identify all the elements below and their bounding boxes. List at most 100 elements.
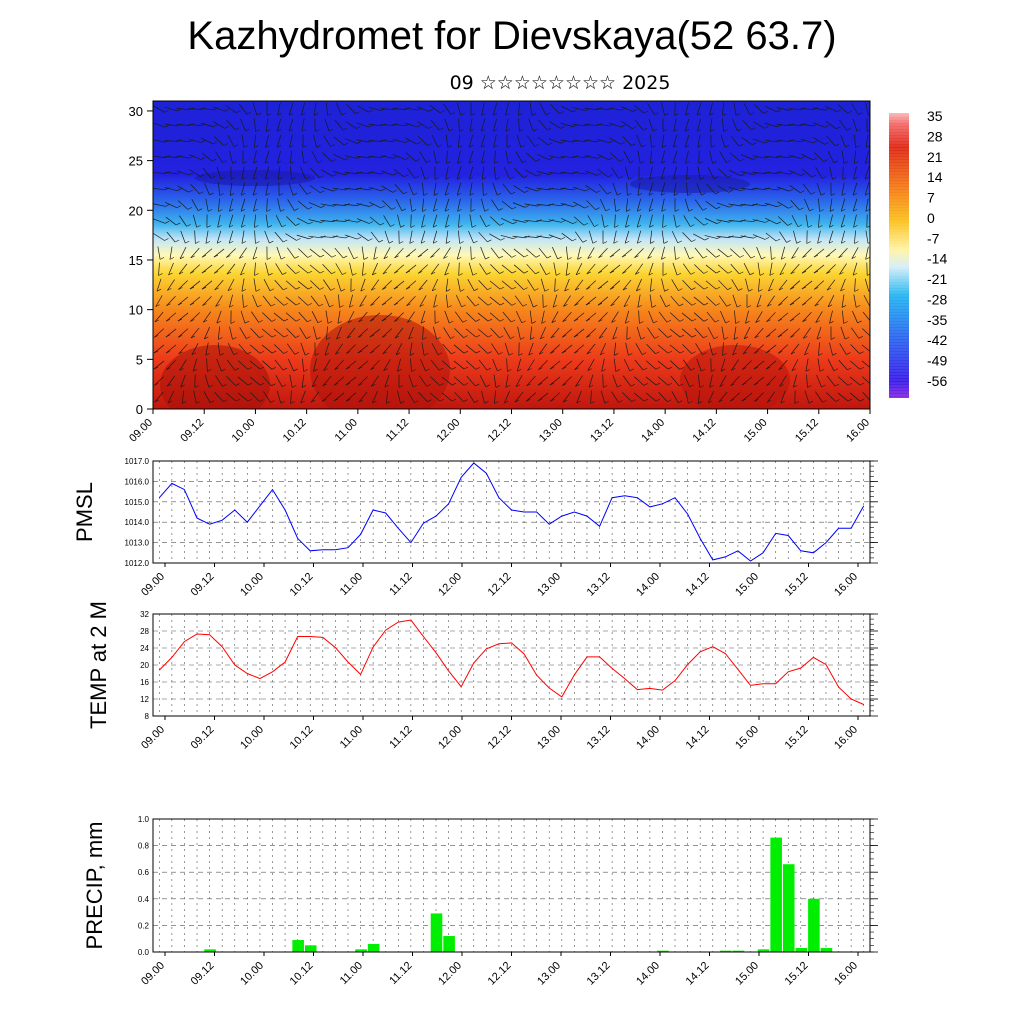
wind-barb [288,102,294,116]
wind-barb [254,118,256,132]
wind-barb-flag [520,144,525,148]
wind-barb-flag [625,225,630,228]
wind-barb [333,392,345,402]
wind-barb [417,121,429,129]
wind-barb-flag [690,367,695,371]
wind-barb-flag [278,193,284,196]
wind-barb [177,312,189,322]
wind-barb [489,296,501,306]
wind-barb-flag [689,256,694,260]
wind-barb-flag [330,288,335,291]
wind-barb-flag [219,193,224,196]
wind-barb [369,216,381,226]
wind-barb-flag [328,128,334,132]
wind-barb [178,263,188,275]
wind-barb-flag [727,270,733,274]
wind-barb-flag [511,270,517,274]
wind-barb-flag [531,113,537,116]
wind-barb [501,200,513,210]
wind-barb [465,360,477,370]
colorbar-label: -14 [927,251,947,267]
wind-barb [334,119,344,131]
wind-barb [754,327,764,339]
wind-barb [262,375,272,387]
wind-barb-flag [230,321,236,324]
wind-barb-flag [499,286,505,290]
wind-barb-flag [684,144,690,148]
wind-barb-flag [712,161,717,164]
x-tick-label: 09.12 [189,724,217,752]
wind-barb [800,123,814,127]
wind-barb-flag [497,192,502,196]
wind-barb [861,344,870,352]
wind-barb [505,118,509,132]
wind-barb-flag [557,256,562,260]
x-tick-label: 14.12 [684,724,712,752]
wind-barb [418,392,428,402]
wind-barb [825,248,837,258]
wind-barb-flag [727,254,733,258]
wind-barb-flag [562,319,567,323]
wind-barb-flag [370,303,375,306]
wind-barb-flag [652,128,658,132]
wind-barb-flag [221,368,226,372]
wind-barb [722,342,724,356]
wind-barb-flag [443,256,448,259]
wind-barb-flag [291,177,296,180]
wind-barb-flag [743,336,749,340]
wind-barb [445,166,449,180]
wind-barb [586,263,596,275]
wind-barb-flag [405,140,410,143]
wind-barb-flag [640,336,646,340]
wind-barb-flag [716,221,722,224]
wind-barb-flag [726,304,731,307]
wind-barb-flag [738,288,743,291]
wind-barb-flag [404,157,410,160]
wind-barb [865,198,869,212]
wind-barb-flag [401,208,407,212]
wind-barb-flag [600,352,605,356]
wind-barb [254,134,256,148]
wind-barb-flag [259,366,265,370]
wind-barb [395,199,403,211]
wind-barb-flag [189,302,195,306]
wind-barb-flag [586,351,591,355]
wind-barb [514,295,524,307]
wind-barb-flag [621,124,626,128]
wind-barb [189,280,201,290]
wind-barb [829,198,833,212]
wind-barb [358,311,368,323]
wind-barb-flag [228,224,234,228]
wind-barb [213,121,225,129]
wind-barb-flag [155,304,160,307]
wind-barb [176,107,190,111]
wind-barb [742,247,752,259]
wind-barb-flag [715,191,720,195]
wind-barb-flag [259,399,264,402]
wind-barb [752,234,766,240]
wind-barb-flag [596,173,602,176]
wind-barb [779,231,787,243]
wind-barb [286,247,296,259]
wind-barb [536,235,550,239]
wind-barb [695,343,703,355]
wind-barb-flag [790,287,795,290]
wind-barb [575,263,583,275]
wind-barb-flag [592,240,597,244]
wind-barb [216,358,222,372]
wind-barb-flag [854,241,859,244]
wind-barb [320,186,334,192]
wind-barb [709,118,713,132]
wind-barb-flag [604,400,609,404]
wind-barb [573,344,585,354]
wind-barb [829,166,833,180]
wind-barb [513,248,525,258]
heatmap-x-tick-label: 15.00 [742,417,770,445]
x-tick-label: 13.12 [585,724,613,752]
wind-barb [548,188,562,190]
wind-barb-flag [561,220,566,223]
wind-barb-flag [801,286,807,290]
wind-barb [477,328,489,338]
wind-barb [165,216,177,226]
